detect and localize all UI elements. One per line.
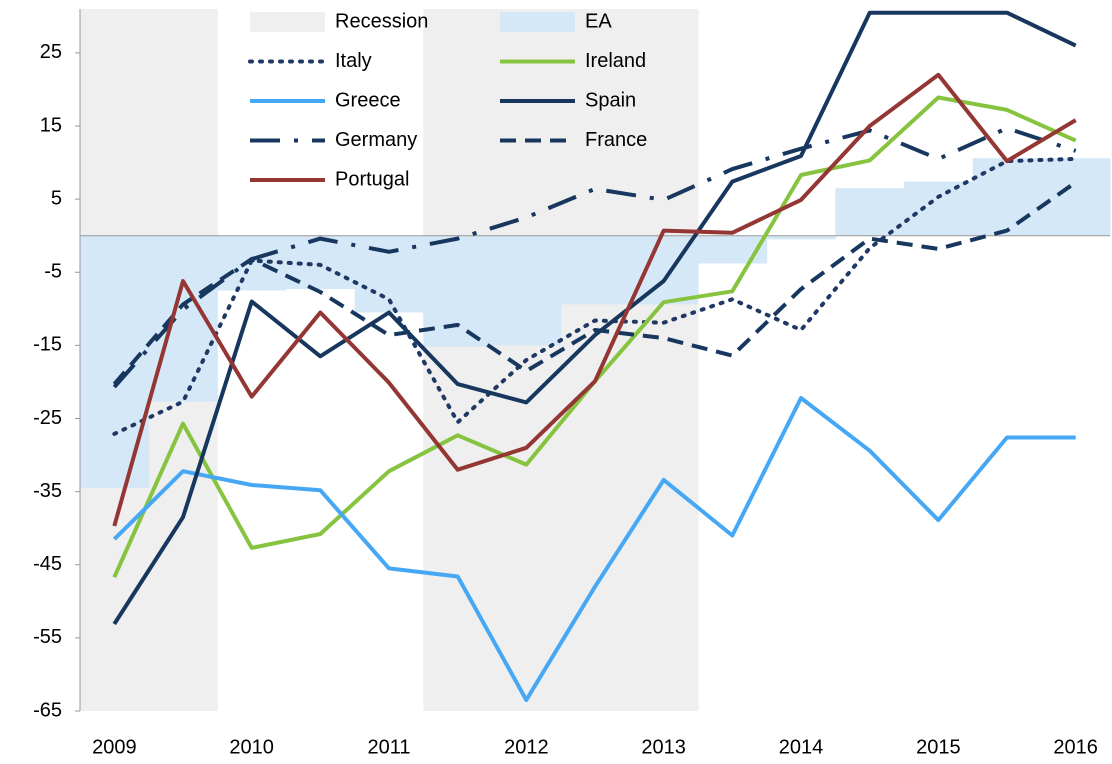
legend-label: Germany — [335, 129, 417, 151]
x-tick-label: 2011 — [367, 736, 410, 758]
series-line — [112, 180, 1077, 386]
series-line — [112, 156, 1078, 436]
ea-bar — [972, 158, 1042, 236]
x-tick-label: 2013 — [641, 736, 686, 758]
ea-bar — [560, 235, 630, 305]
y-tick-label: 15 — [40, 114, 62, 136]
ea-bar — [766, 235, 836, 240]
y-tick-label: -35 — [33, 480, 62, 502]
legend-label: Portugal — [335, 168, 410, 190]
y-tick-label: 25 — [40, 41, 62, 63]
ea-bar — [423, 235, 493, 347]
y-tick-label: 5 — [51, 187, 62, 209]
x-tick-label: 2012 — [504, 736, 549, 758]
legend-label: EA — [585, 10, 612, 32]
legend-label: France — [585, 129, 647, 151]
x-tick-label: 2015 — [916, 736, 961, 758]
legend-label: Spain — [585, 89, 636, 111]
series-line — [112, 72, 1077, 527]
ea-bar — [492, 235, 562, 346]
y-tick-label: -5 — [44, 261, 62, 283]
x-tick-label: 2014 — [779, 736, 824, 758]
y-tick-label: -15 — [33, 334, 62, 356]
legend-swatch — [500, 12, 575, 32]
recession-band — [629, 9, 699, 711]
x-tick-label: 2010 — [229, 736, 274, 758]
y-tick-label: -25 — [33, 407, 62, 429]
y-tick-label: -45 — [33, 553, 62, 575]
legend-label: Greece — [335, 89, 401, 111]
legend-swatch — [250, 12, 325, 32]
y-tick-label: -65 — [33, 699, 62, 721]
legend-label: Ireland — [585, 50, 646, 72]
y-tick-label: -55 — [33, 626, 62, 648]
legend-label: Italy — [335, 50, 372, 72]
x-tick-label: 2016 — [1053, 736, 1098, 758]
legend-label: Recession — [335, 10, 428, 32]
ea-bar — [835, 188, 905, 236]
ea-bar — [904, 181, 974, 236]
ea-bar — [80, 235, 150, 488]
ea-bar — [1041, 158, 1111, 236]
series-line — [112, 396, 1076, 702]
series-line — [112, 126, 1077, 389]
series-line — [112, 10, 1077, 626]
x-tick-label: 2009 — [92, 736, 137, 758]
